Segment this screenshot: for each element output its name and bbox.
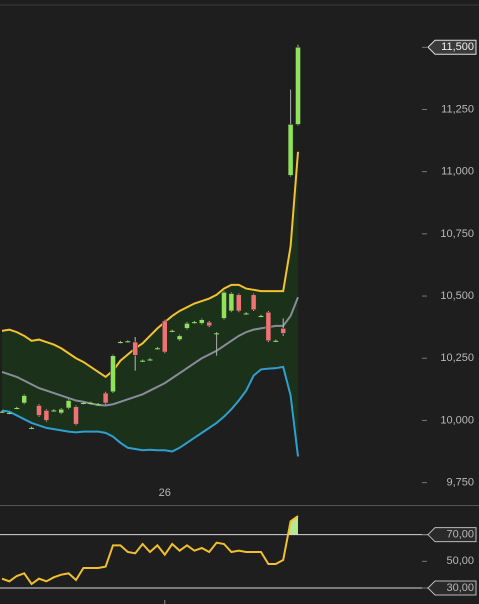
- candle-body: [228, 293, 235, 312]
- y-tick-label: 50,00: [446, 555, 474, 567]
- candle-body: [265, 311, 272, 342]
- candle-body: [287, 124, 294, 176]
- candle-body: [117, 342, 123, 344]
- price-tag: [427, 580, 477, 596]
- y-tick-label: 10,000: [440, 414, 474, 426]
- y-tick-label: 10,750: [440, 228, 474, 240]
- candle-body: [73, 406, 79, 425]
- candle-body: [29, 427, 35, 429]
- y-tick-label: 10,250: [440, 352, 474, 364]
- candle-body: [295, 47, 301, 125]
- candle-body: [14, 407, 20, 409]
- candle-body: [199, 319, 205, 324]
- candle-body: [102, 392, 109, 404]
- candle-body: [6, 412, 12, 414]
- candle-body: [162, 320, 168, 353]
- price-tag: [427, 39, 477, 55]
- x-tick-label: 26: [159, 487, 171, 499]
- candle-body: [51, 410, 57, 412]
- candle-body: [80, 403, 86, 405]
- candle-body: [0, 411, 5, 413]
- candle-body: [250, 294, 257, 310]
- candle-body: [58, 408, 64, 414]
- y-tick-label: 11,250: [441, 103, 474, 115]
- y-tick-label: 9,750: [446, 477, 474, 489]
- candle-body: [43, 410, 50, 421]
- candle-body: [125, 341, 131, 343]
- candle-body: [147, 359, 153, 361]
- candle-body: [184, 323, 190, 329]
- y-tick-label: 70,00: [446, 529, 474, 541]
- candle-body: [273, 340, 279, 342]
- candle-body: [88, 403, 94, 405]
- candle-body: [176, 335, 183, 340]
- y-tick-label: 11,500: [441, 41, 474, 53]
- candle-body: [95, 404, 101, 406]
- price-tag: [427, 527, 477, 543]
- candle-body: [169, 330, 175, 332]
- candle-body: [280, 328, 286, 334]
- candle-body: [140, 360, 146, 362]
- band-line: [1, 151, 299, 379]
- candle-body: [236, 294, 242, 312]
- overbought-fill: [288, 516, 298, 535]
- y-tick-label: 10,500: [440, 290, 474, 302]
- band-line: [1, 296, 299, 407]
- candle-body: [36, 405, 42, 416]
- candle-body: [243, 313, 249, 315]
- candle-body: [21, 395, 27, 404]
- candle-body: [132, 341, 138, 356]
- candle-body: [191, 322, 197, 324]
- rsi-line: [1, 515, 299, 586]
- candle-body: [221, 292, 227, 319]
- candle-body: [258, 315, 264, 317]
- band-fill: [2, 151, 298, 457]
- band-line: [1, 365, 299, 457]
- candle-body: [154, 348, 160, 350]
- candle-body: [65, 400, 72, 409]
- candle-body: [214, 333, 220, 335]
- y-tick-label: 30,00: [446, 582, 474, 594]
- candle-body: [206, 321, 212, 327]
- candle-body: [110, 355, 116, 393]
- y-tick-label: 11,000: [441, 166, 474, 178]
